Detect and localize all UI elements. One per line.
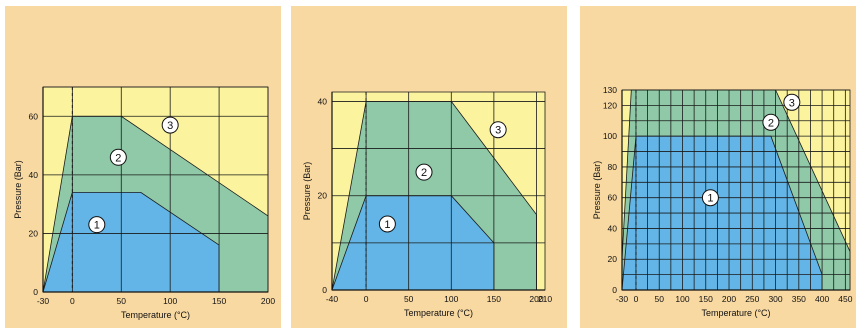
y-tick-label: 20	[318, 191, 328, 201]
region-1-label: 1	[707, 193, 713, 205]
x-tick-label: 400	[815, 294, 829, 304]
x-tick-label: -30	[37, 296, 50, 306]
x-tick-label: 300	[768, 294, 782, 304]
y-tick-label: 20	[608, 254, 618, 264]
region-2-marker	[109, 148, 127, 166]
x-tick-label: 100	[675, 294, 689, 304]
x-tick-label: 100	[163, 296, 177, 306]
region-3-label: 3	[789, 97, 795, 109]
region-2-marker	[415, 163, 433, 181]
x-tick-label: 450	[838, 294, 852, 304]
x-tick-label: 100	[444, 294, 458, 304]
x-tick-label: 0	[634, 294, 639, 304]
region-3-marker	[783, 93, 801, 111]
x-tick-label: 50	[117, 296, 127, 306]
y-axis-title: Pressure (Bar)	[302, 162, 312, 221]
region-1-marker	[378, 215, 396, 233]
x-tick-label: 200	[261, 296, 275, 306]
x-tick-label: 210	[538, 294, 552, 304]
region-2-label: 2	[115, 152, 121, 164]
x-tick-label: -30	[616, 294, 629, 304]
chart-panel-3: -30 0 50 100 150 200 250 300 350 400 450 0 20 40 60 80 1…	[580, 6, 856, 328]
x-tick-label: 250	[745, 294, 759, 304]
y-tick-label: 120	[603, 100, 617, 110]
x-tick-label: 200	[722, 294, 736, 304]
y-tick-label: 60	[29, 111, 39, 121]
x-tick-label: 150	[487, 294, 501, 304]
y-tick-label: 130	[603, 85, 617, 95]
y-tick-label: 20	[29, 228, 39, 238]
y-tick-label: 40	[608, 223, 618, 233]
chart-svg-3: -30 0 50 100 150 200 250 300 350 400 4500204060801…	[592, 85, 853, 318]
region-1-label: 1	[94, 220, 100, 232]
x-tick-label: 150	[699, 294, 713, 304]
y-tick-label: 0	[322, 285, 327, 295]
region-2-marker	[762, 113, 780, 131]
y-axis-title: Pressure (Bar)	[592, 161, 602, 220]
y-tick-label: 40	[318, 96, 328, 106]
region-3-marker	[489, 121, 507, 139]
region-2-label: 2	[421, 167, 427, 179]
region-1-label: 1	[384, 219, 390, 231]
x-tick-label: 200	[529, 294, 543, 304]
y-tick-label: 80	[608, 162, 618, 172]
x-tick-label: -40	[326, 294, 339, 304]
x-axis-title: Temperature (°C)	[404, 308, 473, 318]
y-tick-label: 0	[612, 285, 617, 295]
region-2-label: 2	[768, 117, 774, 129]
y-tick-label: 60	[608, 193, 618, 203]
region-1-marker	[701, 189, 719, 207]
region-1-marker	[88, 216, 106, 234]
x-axis-title: Temperature (°C)	[121, 310, 190, 320]
chart-panel-1: -30 0 50 100 150 200 0 20 40 60 Temperature (°C) Pr…	[5, 6, 281, 328]
x-tick-label: 350	[792, 294, 806, 304]
y-axis-title: Pressure (Bar)	[13, 160, 23, 219]
x-axis-title: Temperature (°C)	[701, 308, 770, 318]
region-3-label: 3	[495, 125, 501, 137]
x-tick-label: 0	[70, 296, 75, 306]
y-tick-label: 100	[603, 131, 617, 141]
x-tick-label: 50	[654, 294, 664, 304]
y-tick-label: 40	[29, 170, 39, 180]
region-3-label: 3	[167, 120, 173, 132]
x-tick-label: 50	[404, 294, 414, 304]
region-3-marker	[161, 116, 179, 134]
chart-panel-2: -40 0 50 100 150 200 210 0 20 40 Temperature (°C) P…	[291, 6, 567, 328]
y-tick-label: 0	[33, 287, 38, 297]
x-tick-label: 0	[364, 294, 369, 304]
x-tick-label: 150	[212, 296, 226, 306]
